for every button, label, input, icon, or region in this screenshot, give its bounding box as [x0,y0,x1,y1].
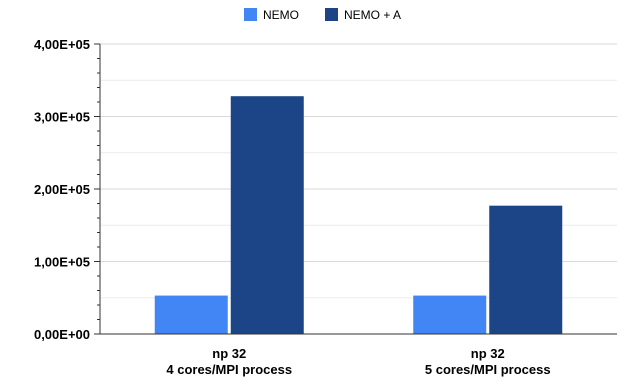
bar-nemo-a-2 [489,205,563,334]
y-tick-label: 2,00E+05 [34,182,90,197]
legend-swatch-nemo-a [325,8,338,21]
legend: NEMO NEMO + A [244,8,401,22]
x-tick-label: np 32 4 cores/MPI process [166,346,292,377]
y-tick-label: 4,00E+05 [34,37,90,52]
axes [94,43,617,335]
x-tick-label: np 32 5 cores/MPI process [425,346,551,377]
legend-label-nemo-a: NEMO + A [344,8,401,22]
y-tick-label: 3,00E+05 [34,110,90,125]
x-tick-label-line: np 32 [471,346,505,361]
x-tick-label-line: 4 cores/MPI process [166,362,292,377]
bars [154,96,563,334]
legend-label-nemo: NEMO [263,8,299,22]
y-tick-label: 1,00E+05 [34,255,90,270]
y-tick-label: 0,00E+00 [34,327,90,342]
gridlines [100,43,617,299]
bar-nemo-2 [413,295,487,334]
bar-nemo-a-1 [230,96,304,334]
x-tick-label-line: np 32 [212,346,246,361]
legend-swatch-nemo [244,8,257,21]
bar-nemo-1 [154,295,228,334]
x-tick-label-line: 5 cores/MPI process [425,362,551,377]
